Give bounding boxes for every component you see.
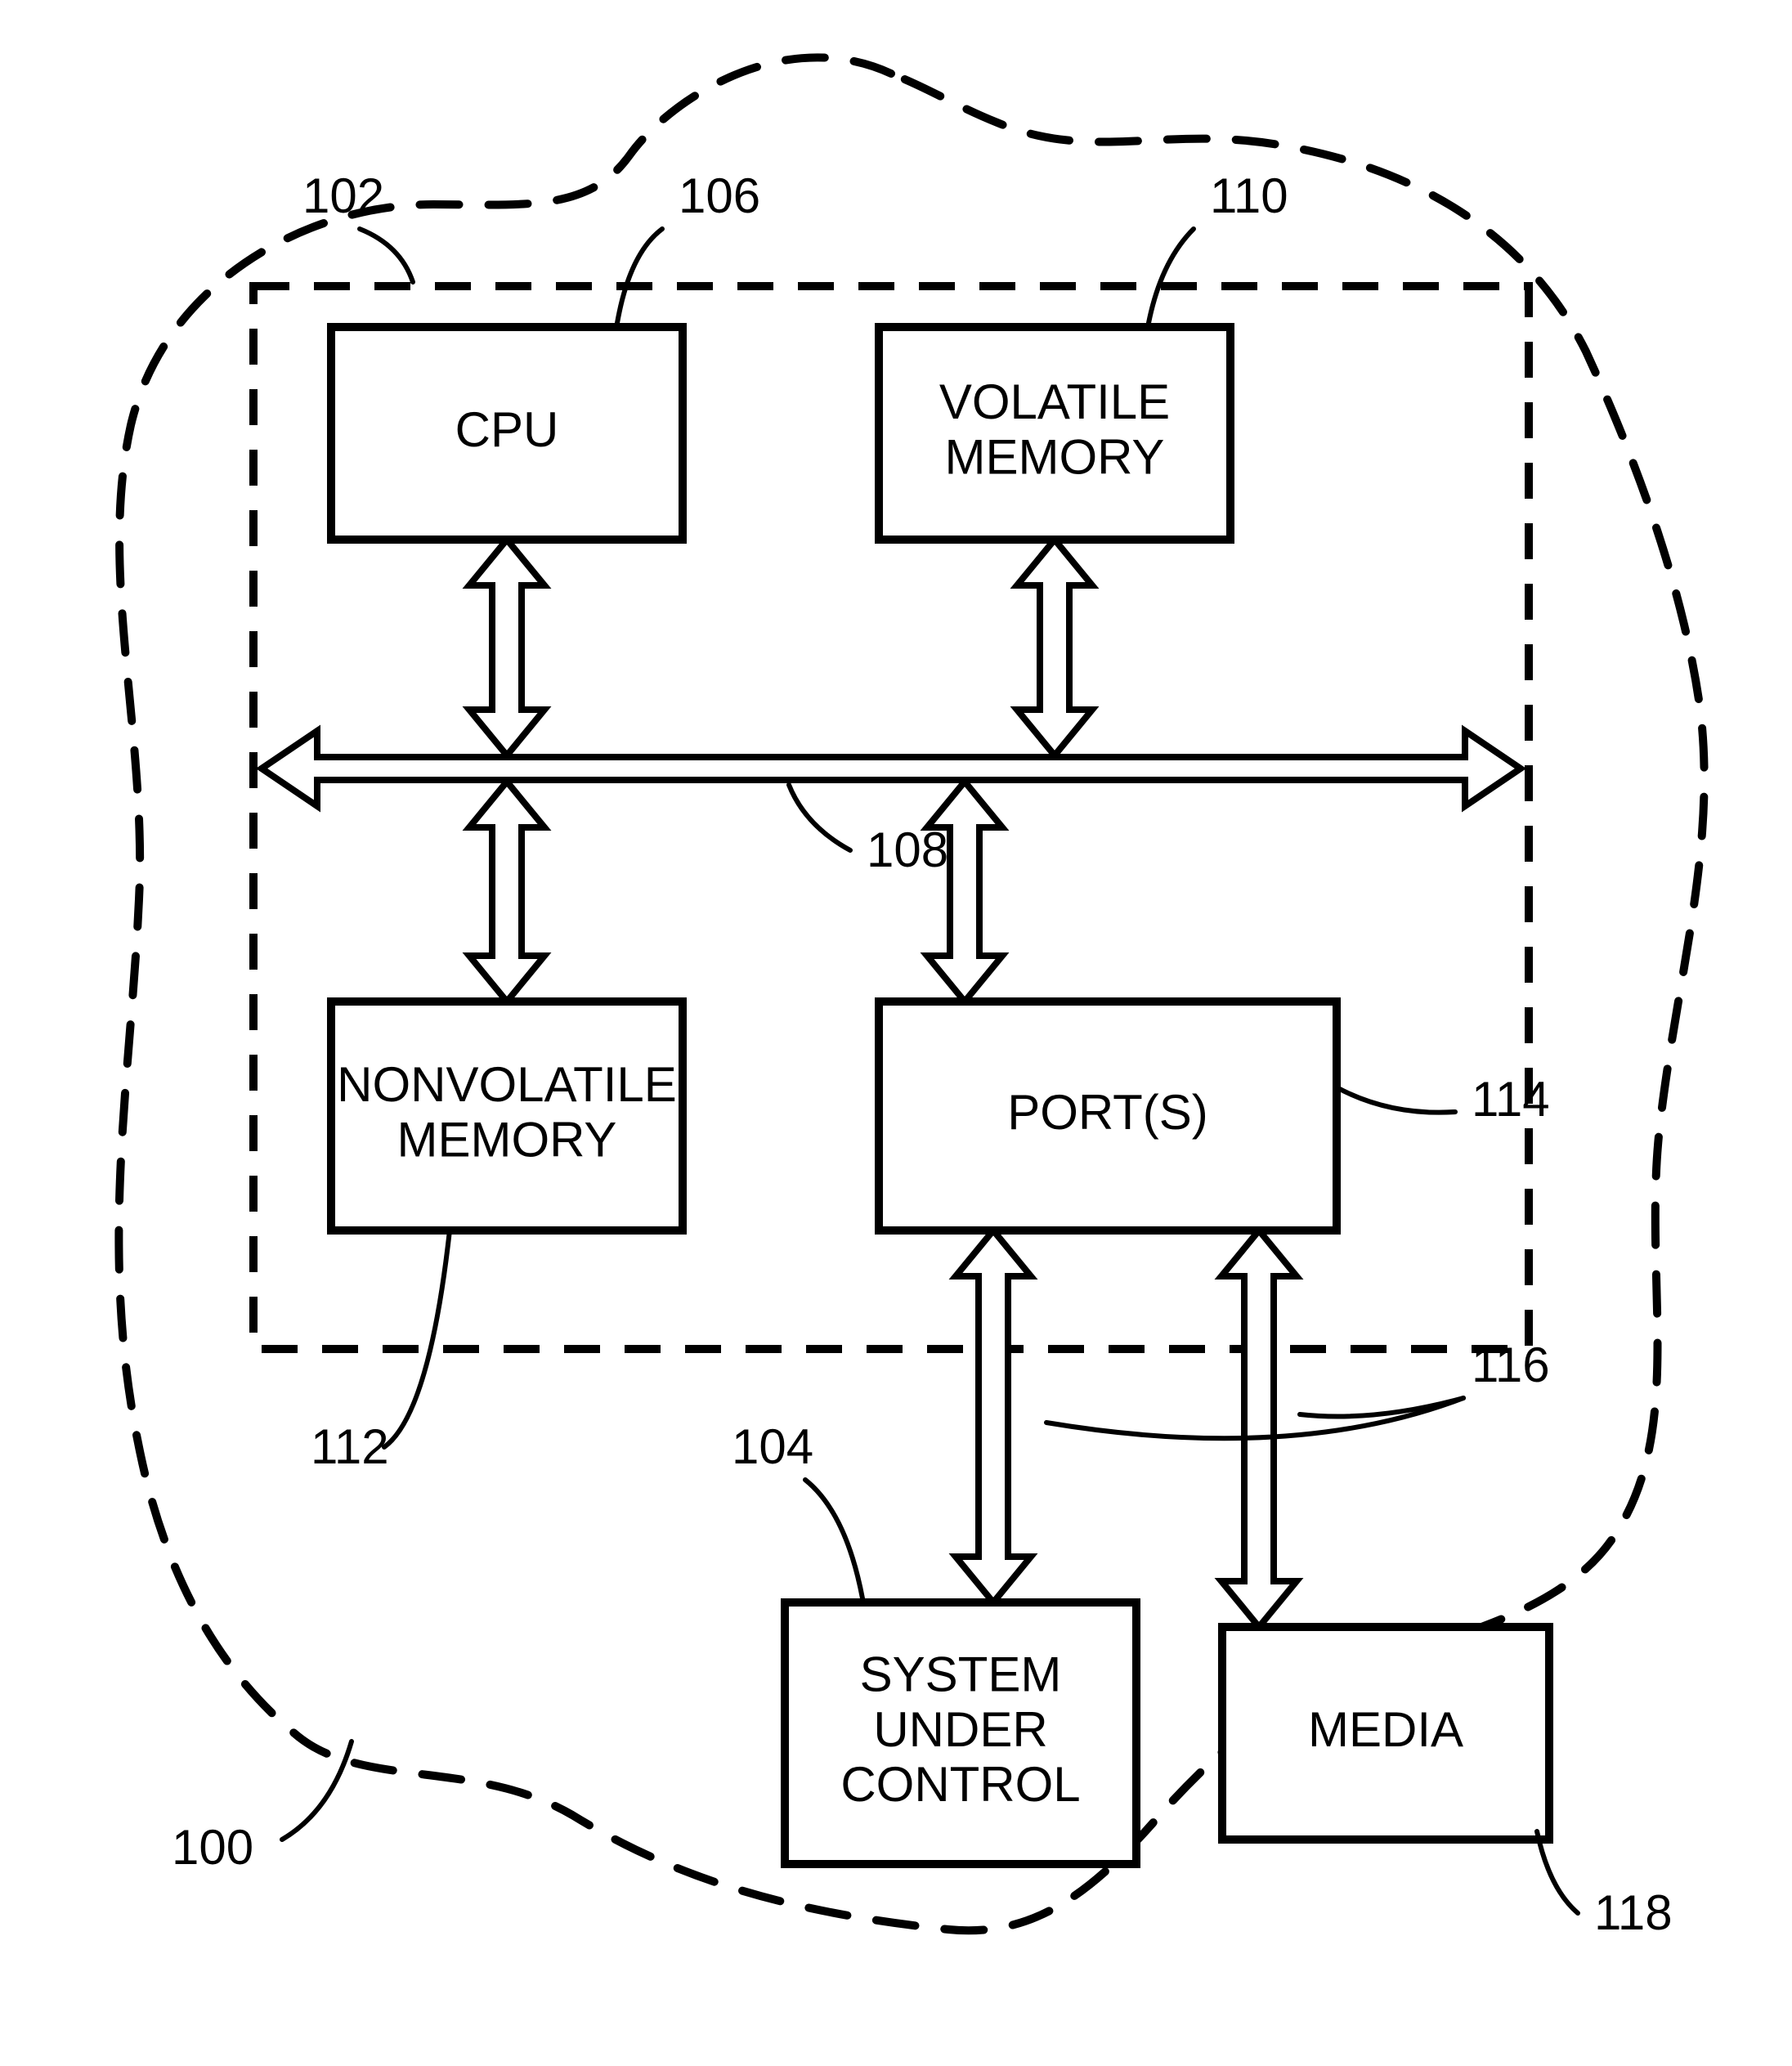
cpu-106-ref: 106	[679, 168, 760, 223]
system_under_control-104-ref: 104	[732, 1419, 813, 1474]
cpu-label: CPU	[455, 402, 559, 457]
nonvolatile-label: MEMORY	[397, 1112, 617, 1167]
system_under_control-104-leader	[805, 1480, 862, 1598]
volatile-110-ref: 110	[1210, 168, 1288, 223]
ports-114-leader	[1337, 1087, 1455, 1113]
ports-label: PORT(S)	[1007, 1085, 1208, 1140]
cpu-106-leader	[617, 229, 662, 323]
nonvolatile-112-ref: 112	[311, 1419, 389, 1474]
volatile-110-leader	[1149, 229, 1194, 323]
media-label: MEDIA	[1308, 1702, 1463, 1757]
bus-arrow	[262, 731, 1521, 806]
inner-102-leader	[360, 229, 413, 282]
volatile-label: MEMORY	[945, 429, 1165, 484]
system_under_control-label: SYSTEM	[860, 1647, 1062, 1702]
arrow-ports-media	[1221, 1230, 1297, 1627]
arrow-ports-bus	[927, 782, 1002, 1002]
system_under_control-label: CONTROL	[840, 1757, 1080, 1812]
nonvolatile-112-leader	[384, 1230, 450, 1447]
system_under_control-label: UNDER	[873, 1702, 1047, 1757]
outer-100-leader	[282, 1741, 352, 1840]
media-118-ref: 118	[1594, 1885, 1673, 1940]
outer-100-ref: 100	[172, 1820, 253, 1875]
ports-114-ref: 114	[1472, 1072, 1550, 1127]
arrow-volatile-bus	[1017, 540, 1092, 755]
volatile-label: VOLATILE	[939, 374, 1170, 429]
bus-108-ref: 108	[867, 822, 948, 877]
inner-102-ref: 102	[302, 168, 384, 223]
nonvolatile-label: NONVOLATILE	[337, 1057, 677, 1112]
arrow-nonvol-bus	[469, 782, 544, 1002]
bus-108-leader	[789, 785, 850, 850]
arrow-ports-system	[956, 1230, 1031, 1602]
arrow-cpu-bus	[469, 540, 544, 755]
diagram-canvas: CPUVOLATILEMEMORYNONVOLATILEMEMORYPORT(S…	[0, 0, 1792, 2066]
ref116: 116	[1472, 1338, 1550, 1392]
